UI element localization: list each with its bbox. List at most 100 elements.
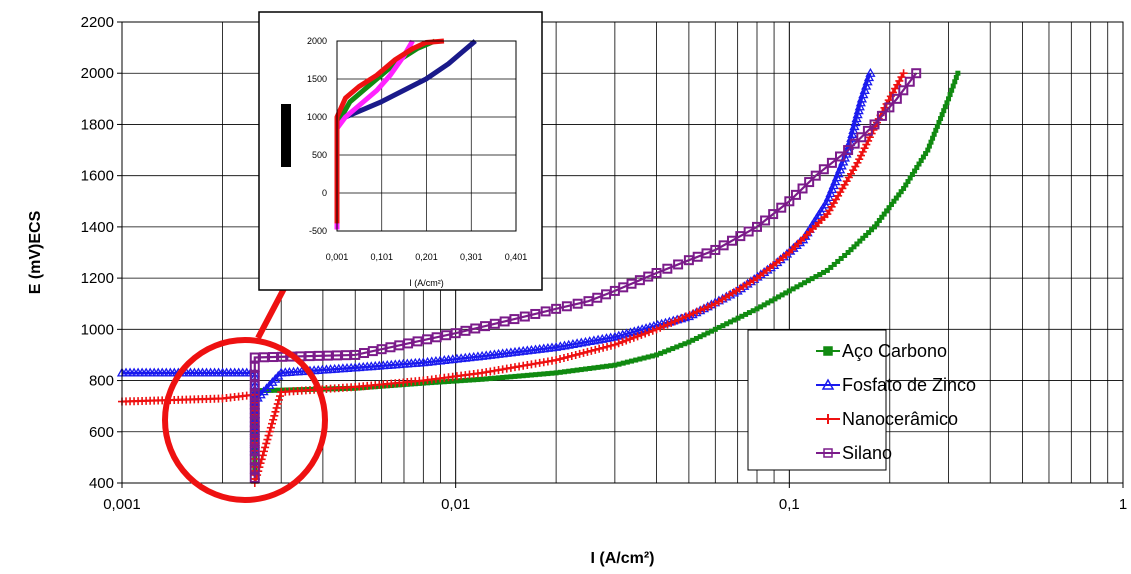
data-point [479, 376, 485, 382]
data-point [610, 340, 619, 349]
data-point [652, 325, 661, 334]
data-point [818, 164, 829, 175]
data-point [776, 202, 787, 213]
data-point [930, 135, 936, 141]
data-point [249, 398, 260, 409]
data-point [659, 322, 668, 331]
data-point [566, 368, 572, 374]
data-point [633, 357, 639, 363]
data-point [249, 454, 260, 465]
x-axis-title: I (A/cm²) [591, 550, 655, 567]
data-point [891, 93, 902, 104]
data-point [620, 360, 626, 366]
data-point [851, 244, 857, 250]
data-point [561, 301, 572, 312]
data-point [934, 123, 940, 129]
data-point [431, 332, 442, 343]
data-point [262, 439, 271, 448]
data-point [572, 298, 583, 309]
inset-y-tick-label: -500 [309, 226, 327, 236]
main-plot-frame [121, 21, 1124, 484]
data-point [674, 344, 680, 350]
data-point [422, 334, 433, 345]
data-point [678, 342, 684, 348]
y-tick-label: 2200 [81, 14, 114, 31]
data-point [826, 157, 837, 168]
data-point [942, 104, 948, 110]
legend-box [747, 329, 887, 471]
legend-entry: Aço Carbono [816, 341, 947, 361]
data-point [899, 69, 908, 78]
legend-entry: Silano [816, 443, 892, 463]
data-point [790, 189, 801, 200]
data-point [274, 395, 283, 404]
data-point [412, 336, 423, 347]
data-point [509, 314, 520, 325]
data-point [603, 342, 612, 351]
data-point [496, 375, 502, 381]
data-point [947, 92, 953, 98]
data-point [499, 316, 510, 327]
data-point [541, 371, 547, 377]
data-point [500, 374, 506, 380]
data-point [271, 407, 280, 416]
data-point [666, 347, 672, 353]
data-point [944, 100, 950, 106]
data-point [475, 377, 481, 383]
data-point [512, 373, 518, 379]
legend-label: Nanocerâmico [842, 409, 958, 429]
data-point [654, 352, 660, 358]
data-point [751, 221, 762, 232]
legend-label: Aço Carbono [842, 341, 947, 361]
data-point [570, 368, 576, 374]
data-point [249, 472, 260, 483]
data-point [249, 408, 260, 419]
inset-y-label-bar [281, 104, 291, 167]
data-point [941, 108, 947, 114]
data-point [606, 341, 615, 350]
data-point [322, 350, 333, 361]
data-point [784, 196, 795, 207]
data-point [860, 235, 866, 241]
data-point [869, 119, 880, 130]
data-point [678, 314, 687, 323]
data-point [587, 365, 593, 371]
data-point [637, 330, 646, 339]
data-point [466, 377, 472, 383]
data-point [663, 320, 672, 329]
data-point [508, 374, 514, 380]
data-point [861, 80, 872, 90]
data-point [824, 267, 830, 273]
inset-series [334, 38, 477, 230]
data-point [858, 89, 869, 99]
data-point [626, 335, 635, 344]
data-point [603, 363, 609, 369]
data-point [804, 177, 815, 188]
data-point [673, 259, 684, 270]
data-point [249, 435, 260, 446]
inset-x-tick-label: 0,101 [370, 252, 393, 262]
data-point [545, 371, 551, 377]
data-point [559, 354, 568, 363]
data-point [622, 336, 631, 345]
data-point [857, 238, 863, 244]
data-point [268, 352, 279, 363]
data-point [858, 147, 867, 156]
data-point [667, 318, 676, 327]
data-point [403, 338, 414, 349]
data-point [641, 329, 650, 338]
data-point [471, 377, 477, 383]
y-tick-label: 1800 [81, 116, 114, 133]
data-point [869, 227, 875, 233]
data-point [562, 369, 568, 375]
data-point [828, 264, 834, 270]
data-point [571, 350, 580, 359]
data-point [911, 68, 922, 79]
data-point [579, 348, 588, 357]
data-point [831, 261, 837, 267]
data-point [696, 306, 705, 315]
legend-marker [821, 378, 835, 390]
inset-y-tick-label: 500 [312, 150, 327, 160]
data-point [249, 371, 260, 382]
x-tick-label: 1 [1119, 496, 1127, 513]
